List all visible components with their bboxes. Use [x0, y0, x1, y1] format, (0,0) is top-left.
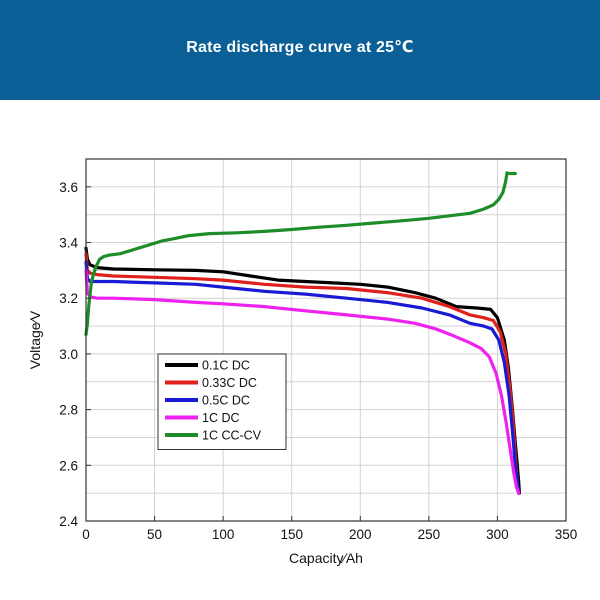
series-lines [84, 171, 522, 495]
y-axis-title: Voltage∕V [27, 310, 43, 369]
x-tick-label: 100 [212, 527, 235, 542]
x-tick-label: 150 [280, 527, 303, 542]
legend-label: 0.33C DC [202, 376, 257, 390]
x-tick-label: 250 [418, 527, 441, 542]
series-line-1c-dc [84, 268, 521, 495]
y-tick-label: 2.4 [59, 514, 78, 529]
x-tick-label: 200 [349, 527, 372, 542]
y-tick-label: 3.4 [59, 236, 78, 251]
chart-title: Rate discharge curve at 25℃ [186, 39, 414, 56]
x-tick-label: 0 [82, 527, 90, 542]
plot-area [86, 159, 566, 521]
legend-label: 0.1C DC [202, 359, 250, 373]
plot-frame [85, 158, 567, 522]
legend-label: 0.5C DC [202, 394, 250, 408]
x-tick-label: 350 [555, 527, 578, 542]
axis-ticks: 0 50 100 150 200 250 300 350 2.4 2.6 2.8 3.0 3.2 3.4 3… [59, 180, 577, 542]
series-line-1c-cc-cv [84, 171, 517, 336]
y-tick-label: 3.0 [59, 347, 78, 362]
y-tick-label: 2.6 [59, 458, 78, 473]
x-tick-label: 300 [486, 527, 509, 542]
title-banner: Rate discharge curve at 25℃ [0, 0, 600, 100]
x-tick-label: 50 [147, 527, 162, 542]
y-tick-label: 2.8 [59, 403, 78, 418]
legend-label: 1C DC [202, 411, 240, 425]
y-tick-label: 3.2 [59, 291, 78, 306]
legend: 0.1C DC 0.33C DC 0.5C DC 1C DC 1C CC-CV [157, 353, 287, 450]
legend-label: 1C CC-CV [202, 429, 262, 443]
y-tick-label: 3.6 [59, 180, 78, 195]
series-line-0-5c-dc [84, 260, 521, 495]
x-axis-title: Capacity∕Ah [289, 550, 363, 566]
